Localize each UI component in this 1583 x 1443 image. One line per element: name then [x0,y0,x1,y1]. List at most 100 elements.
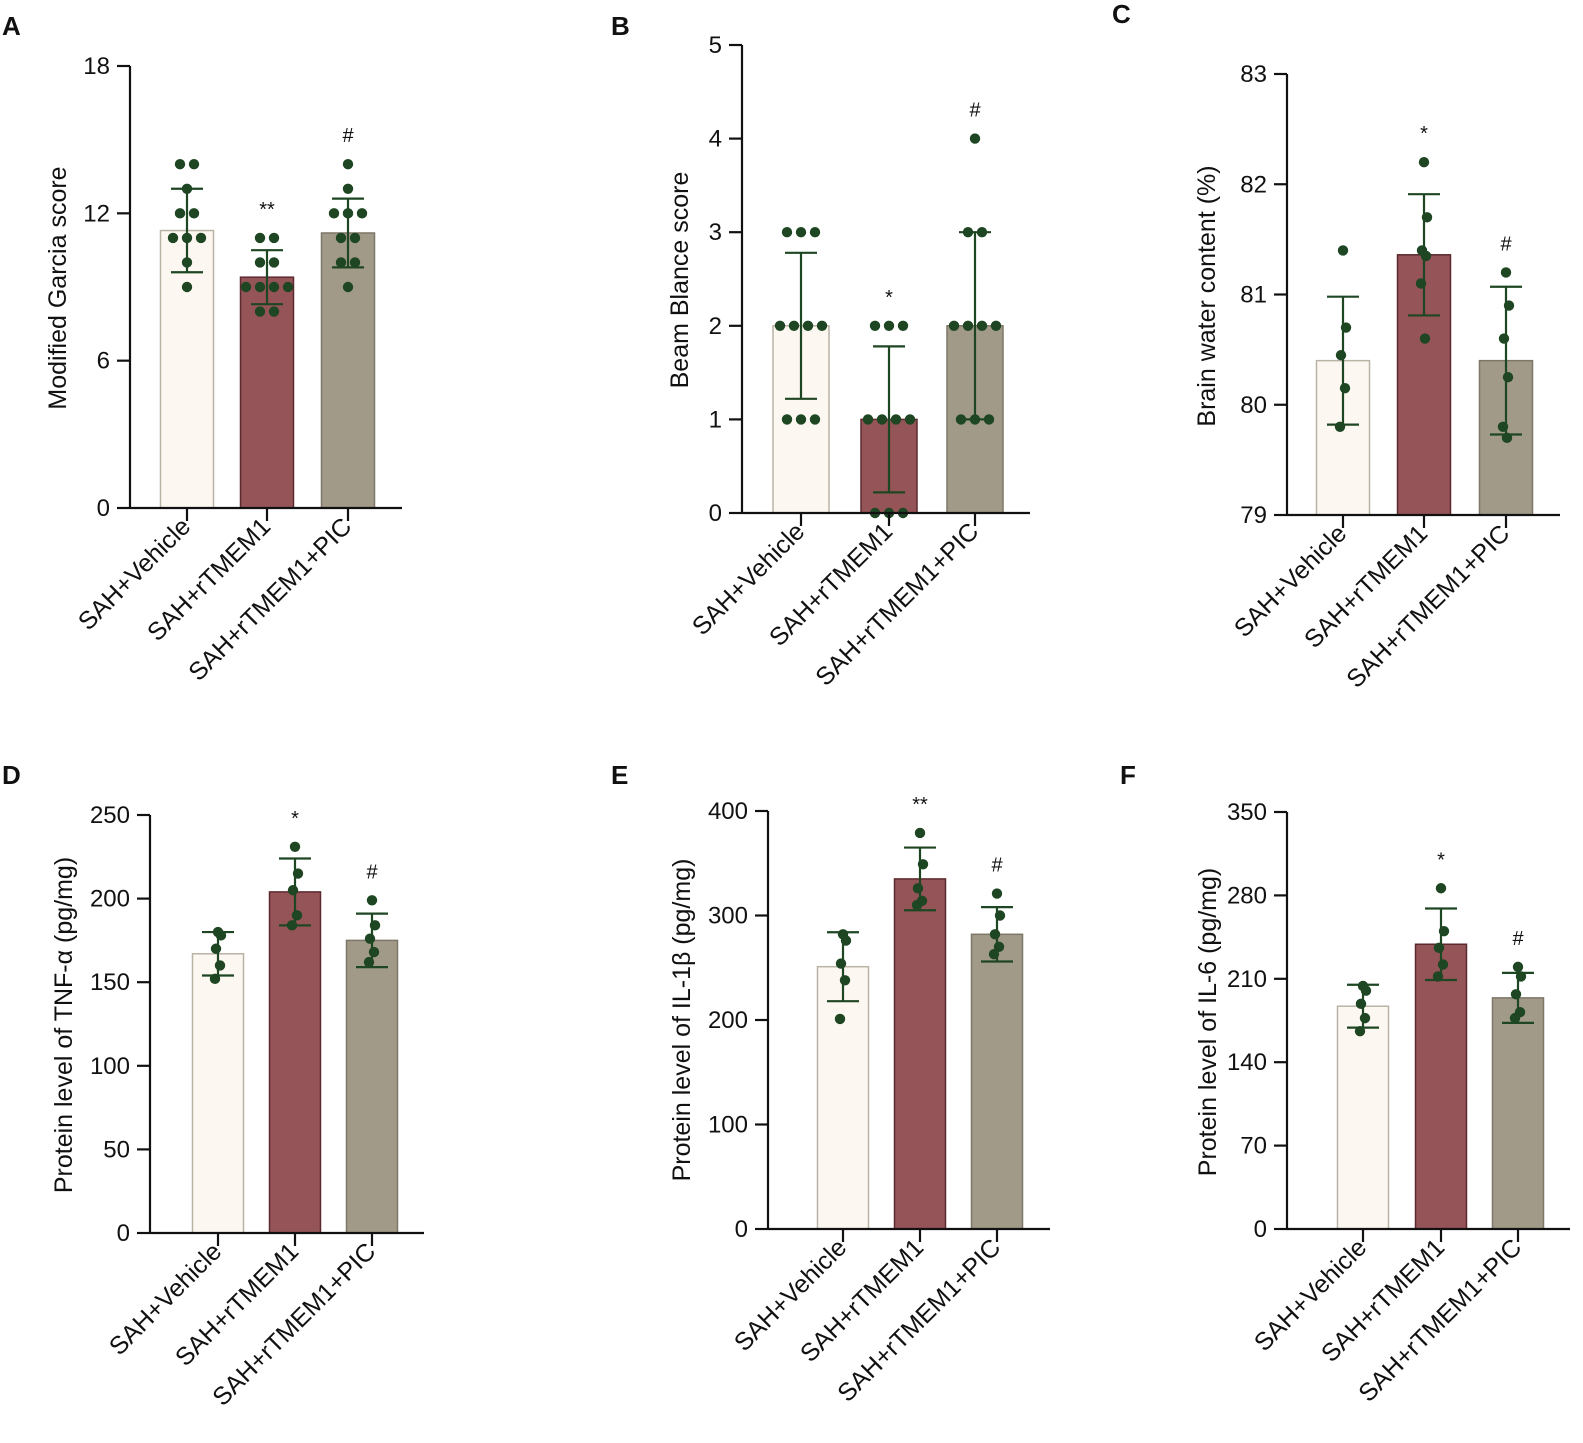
data-point-rtmem1 [1437,959,1449,970]
y-axis-label-e: Protein level of IL-1β (pg/mg) [668,859,696,1182]
y-tick-label: 18 [83,53,110,80]
data-point-pic [335,232,347,244]
bar-rtmem1 [893,878,947,1230]
x-category-label-pic: SAH+rTMEM1+PIC [183,512,357,686]
data-point-rtmem1 [254,306,266,317]
data-point-pic [962,320,974,331]
error-bar-vehicle [785,251,817,400]
data-point-vehicle [774,320,786,331]
data-point-rtmem1 [291,910,303,921]
data-point-rtmem1 [862,414,874,425]
x-category-label-pic: SAH+rTMEM1+PIC [1341,519,1515,693]
y-tick-label: 200 [708,1007,748,1034]
error-bar-rtmem1 [904,846,936,912]
data-point-vehicle [802,320,814,331]
error-bar-pic [332,197,364,269]
error-bar-rtmem1 [1408,193,1440,317]
bar-vehicle [816,965,870,1230]
panel-letter-d: D [2,760,21,790]
data-point-vehicle [174,208,186,219]
error-bar-rtmem1 [251,249,283,306]
bar-pic [1491,997,1545,1230]
error-bar-vehicle [202,930,234,977]
panel-d: D Protein level of TNF-α (pg/mg) * #0 50 10… [2,760,424,1411]
data-point-rtmem1 [876,414,888,425]
y-tick-label: 400 [708,798,748,825]
panel-letter-a: A [2,11,21,41]
y-tick-label: 350 [1227,799,1267,826]
data-point-vehicle [181,281,193,293]
error-bar-rtmem1 [873,345,905,494]
data-point-vehicle [195,232,207,244]
y-tick-label: 2 [709,313,722,340]
error-bar-rtmem1 [279,857,311,927]
x-category-label-pic: SAH+rTMEM1+PIC [810,517,984,691]
error-bar-vehicle [171,187,203,274]
data-point-pic [366,895,378,906]
panel-f: F Protein level of IL-6 (pg/mg) * #0 70 140… [1120,760,1570,1407]
data-point-vehicle [1339,383,1351,394]
error-bar-vehicle [1327,295,1359,426]
data-point-pic [342,281,354,293]
panel-letter-f: F [1120,760,1136,790]
y-tick-label: 80 [1240,392,1267,419]
data-point-pic [991,888,1003,899]
y-tick-label: 100 [90,1053,130,1080]
significance-marker-rtmem1: * [291,808,299,830]
data-point-rtmem1 [254,232,266,244]
y-tick-label: 0 [1254,1216,1267,1243]
y-tick-label: 100 [708,1112,748,1139]
y-tick-label: 81 [1240,282,1267,309]
y-tick-label: 79 [1240,502,1267,529]
y-tick-label: 70 [1240,1133,1267,1160]
y-tick-label: 83 [1240,61,1267,88]
data-point-vehicle [809,227,821,238]
data-point-pic [335,257,347,268]
data-point-vehicle [214,960,226,971]
data-point-pic [1510,989,1522,1000]
panel-b: B Beam Blance score *#012345SAH+VehicleS… [611,11,1030,691]
data-point-rtmem1 [254,257,266,268]
y-tick-label: 6 [97,348,110,375]
y-tick-label: 50 [103,1136,130,1163]
data-point-rtmem1 [869,320,881,331]
y-axis-label-f: Protein level of IL-6 (pg/mg) [1194,868,1222,1176]
data-point-rtmem1 [904,414,916,425]
y-axis-label-b: Beam Blance score [666,172,694,389]
data-point-pic [368,946,380,958]
bar-pic [970,933,1024,1230]
data-point-vehicle [1337,245,1349,256]
y-tick-label: 150 [90,969,130,996]
y-axis-label-d: Protein level of TNF-α (pg/mg) [50,857,78,1193]
plot-area-c: *#7980818283SAH+VehicleSAH+rTMEM1SAH+rTM… [1229,61,1560,693]
data-point-rtmem1 [897,320,909,331]
significance-marker-pic: # [1500,233,1512,255]
y-tick-label: 1 [709,406,722,433]
data-point-pic [1500,267,1512,278]
data-point-vehicle [781,227,793,238]
plot-area-f: *#070140210280350SAH+VehicleSAH+rTMEM1SA… [1227,799,1570,1407]
data-point-vehicle [210,943,222,954]
significance-marker-pic: # [991,855,1003,877]
data-point-rtmem1 [1418,157,1430,168]
data-point-vehicle [167,232,179,244]
y-axis-label-c: Brain water content (%) [1193,165,1221,426]
error-bar-pic [1502,971,1534,1024]
y-tick-label: 0 [735,1216,748,1243]
data-point-vehicle [1355,998,1367,1010]
data-point-rtmem1 [287,885,299,896]
data-point-pic [990,320,1002,331]
data-point-rtmem1 [890,414,902,425]
error-bar-pic [356,912,388,969]
y-tick-label: 12 [83,200,110,227]
data-point-vehicle [174,159,186,170]
y-tick-label: 0 [97,495,110,522]
data-point-rtmem1 [1435,883,1447,894]
data-point-pic [969,133,981,144]
y-tick-label: 3 [709,219,722,246]
data-point-rtmem1 [289,841,301,852]
data-point-pic [989,929,1001,940]
significance-marker-pic: # [342,125,354,147]
data-point-pic [356,208,368,219]
